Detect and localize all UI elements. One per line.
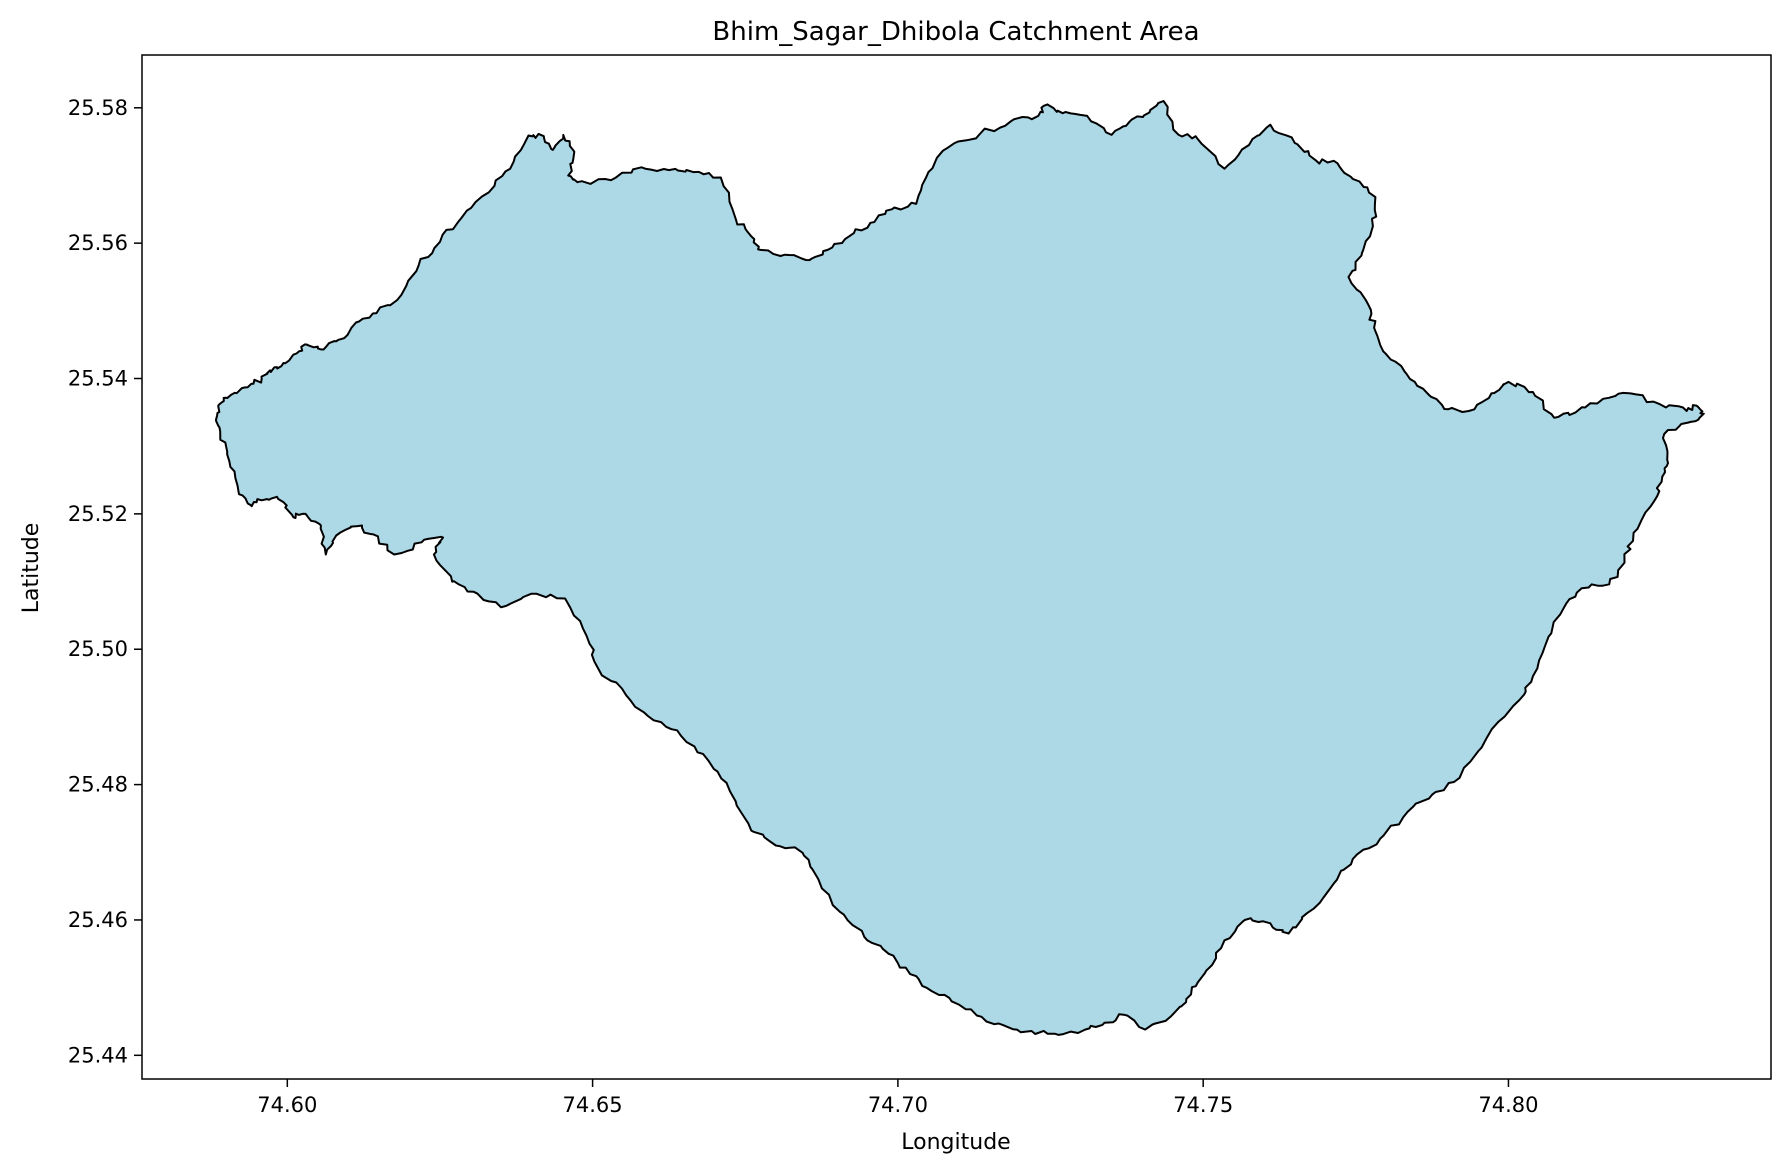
y-tick-label: 25.52 [68,502,128,526]
y-tick-label: 25.56 [68,231,128,255]
x-tick-label: 74.70 [868,1093,928,1117]
x-axis: 74.60 74.65 74.70 74.75 74.80 [257,1079,1539,1117]
chart-title: Bhim_Sagar_Dhibola Catchment Area [712,17,1199,47]
y-tick-label: 25.54 [68,367,128,391]
y-tick-label: 25.46 [68,908,128,932]
x-tick-label: 74.65 [563,1093,623,1117]
y-tick-label: 25.50 [68,637,128,661]
axes-frame [141,54,1772,1080]
y-axis-title: Latitude [19,523,44,614]
y-tick-label: 25.58 [68,96,128,120]
map-layer [215,100,1705,1036]
x-tick-label: 74.80 [1478,1093,1538,1117]
y-tick-label: 25.44 [68,1043,128,1067]
x-axis-title: Longitude [901,1130,1010,1155]
y-axis: 25.44 25.46 25.48 25.50 25.52 25.54 25.56 25.58 [68,96,142,1067]
catchment-polygon [215,100,1705,1036]
x-tick-label: 74.75 [1173,1093,1233,1117]
y-tick-label: 25.48 [68,773,128,797]
x-tick-label: 74.60 [257,1093,317,1117]
